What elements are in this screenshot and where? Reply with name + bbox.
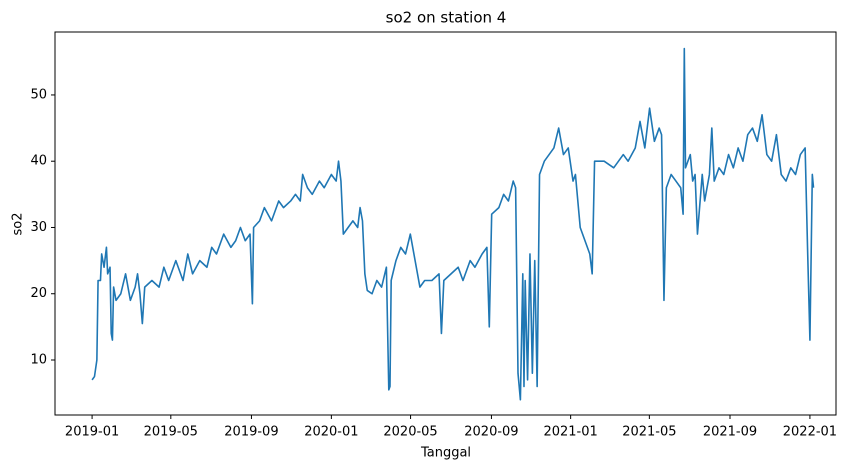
x-tick-label: 2019-09 [224, 425, 278, 440]
y-axis-label: so2 [11, 213, 26, 236]
y-tick-label: 30 [30, 220, 47, 235]
chart-title: so2 on station 4 [386, 9, 507, 27]
x-tick-label: 2019-05 [144, 425, 198, 440]
x-tick-label: 2022-01 [783, 425, 837, 440]
y-tick-label: 20 [30, 286, 47, 301]
series-line [91, 47, 815, 401]
x-tick-label: 2021-05 [622, 425, 676, 440]
x-tick-label: 2021-01 [543, 425, 597, 440]
plot-frame [54, 31, 837, 416]
x-axis-label: Tanggal [420, 446, 471, 461]
x-tick-label: 2019-01 [65, 425, 119, 440]
x-tick-label: 2020-09 [464, 425, 518, 440]
y-tick-label: 10 [30, 353, 47, 368]
x-tick-label: 2020-01 [304, 425, 358, 440]
x-tick-label: 2020-05 [383, 425, 437, 440]
x-tick-label: 2021-09 [703, 425, 757, 440]
y-tick-label: 40 [30, 154, 47, 169]
y-tick-label: 50 [30, 87, 47, 102]
